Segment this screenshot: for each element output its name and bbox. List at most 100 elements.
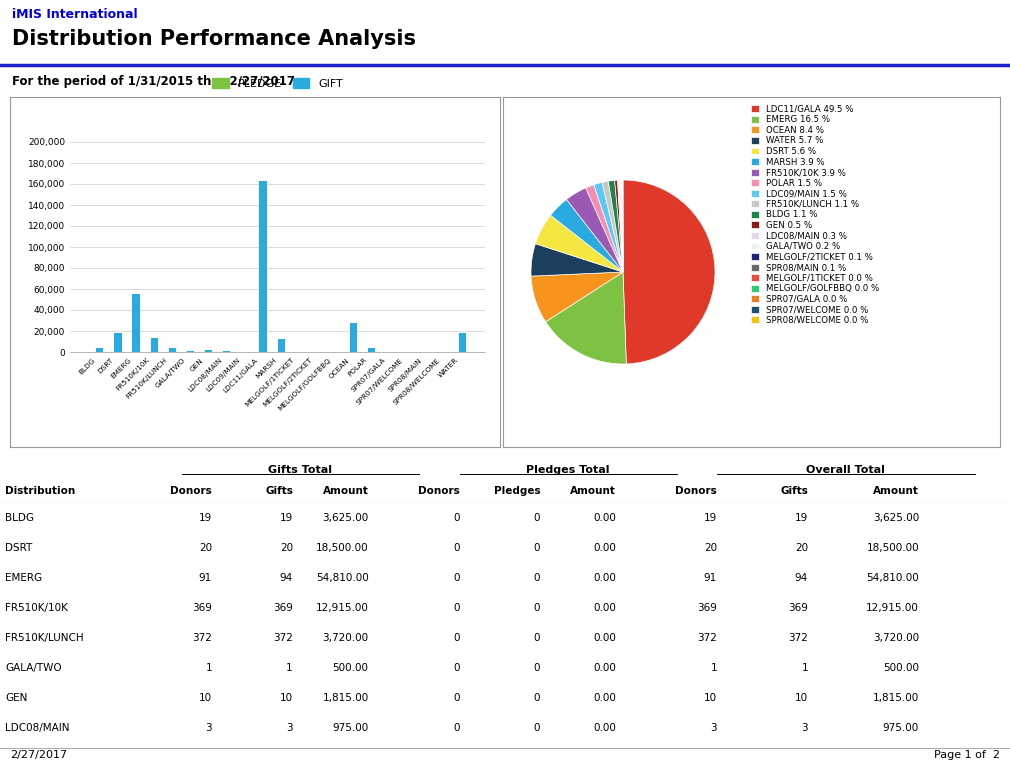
Text: Gifts: Gifts — [780, 486, 808, 496]
Text: 0: 0 — [534, 723, 540, 733]
Text: 20: 20 — [280, 543, 293, 553]
Text: 0.00: 0.00 — [593, 723, 616, 733]
Text: Amount: Amount — [571, 486, 616, 496]
Text: 91: 91 — [704, 573, 717, 583]
Text: 20: 20 — [199, 543, 212, 553]
Text: 3: 3 — [801, 723, 808, 733]
Text: iMIS International: iMIS International — [12, 8, 137, 21]
Text: 1: 1 — [205, 663, 212, 673]
Text: 91: 91 — [199, 573, 212, 583]
Text: 3: 3 — [205, 723, 212, 733]
Wedge shape — [594, 182, 623, 272]
Text: 500.00: 500.00 — [883, 663, 919, 673]
Text: Gifts: Gifts — [265, 486, 293, 496]
Text: 54,810.00: 54,810.00 — [316, 573, 369, 583]
Text: 94: 94 — [795, 573, 808, 583]
Text: 0: 0 — [453, 543, 460, 553]
Text: GEN: GEN — [5, 693, 27, 703]
Text: 0: 0 — [453, 723, 460, 733]
Text: 0: 0 — [534, 633, 540, 643]
Text: 18,500.00: 18,500.00 — [316, 543, 369, 553]
Text: 3: 3 — [710, 723, 717, 733]
Text: 0: 0 — [453, 633, 460, 643]
Text: 3,720.00: 3,720.00 — [322, 633, 369, 643]
Text: 19: 19 — [280, 513, 293, 523]
Text: Distribution Performance Analysis: Distribution Performance Analysis — [12, 29, 416, 49]
Wedge shape — [615, 180, 623, 272]
Text: 0: 0 — [453, 513, 460, 523]
Wedge shape — [620, 180, 623, 272]
Bar — [205, 350, 212, 352]
Text: 12,915.00: 12,915.00 — [867, 603, 919, 613]
Wedge shape — [602, 181, 623, 272]
Text: Amount: Amount — [874, 486, 919, 496]
Wedge shape — [550, 199, 623, 272]
Wedge shape — [608, 180, 623, 272]
Text: 94: 94 — [280, 573, 293, 583]
Wedge shape — [621, 180, 623, 272]
Text: 3,625.00: 3,625.00 — [322, 513, 369, 523]
Text: 54,810.00: 54,810.00 — [867, 573, 919, 583]
Text: 500.00: 500.00 — [332, 663, 369, 673]
Text: Donors: Donors — [171, 486, 212, 496]
Text: 369: 369 — [192, 603, 212, 613]
Bar — [150, 338, 158, 352]
Text: 0.00: 0.00 — [593, 663, 616, 673]
Text: 372: 372 — [192, 633, 212, 643]
Text: 0: 0 — [534, 693, 540, 703]
Text: 0.00: 0.00 — [593, 543, 616, 553]
Bar — [459, 333, 467, 352]
Text: 369: 369 — [273, 603, 293, 613]
Text: 3,720.00: 3,720.00 — [873, 633, 919, 643]
Text: 3,625.00: 3,625.00 — [873, 513, 919, 523]
Text: 10: 10 — [280, 693, 293, 703]
Text: 0.00: 0.00 — [593, 693, 616, 703]
Text: GALA/TWO: GALA/TWO — [5, 663, 62, 673]
Text: Distribution: Distribution — [5, 486, 76, 496]
Text: 20: 20 — [704, 543, 717, 553]
Text: 19: 19 — [704, 513, 717, 523]
Text: Pledges: Pledges — [494, 486, 540, 496]
Wedge shape — [531, 272, 623, 321]
Text: Donors: Donors — [418, 486, 460, 496]
Text: 20: 20 — [795, 543, 808, 553]
Text: 0: 0 — [534, 543, 540, 553]
Bar — [223, 351, 230, 352]
Text: 0: 0 — [534, 573, 540, 583]
Text: 0: 0 — [453, 603, 460, 613]
Text: BLDG: BLDG — [5, 513, 34, 523]
Text: 369: 369 — [697, 603, 717, 613]
Text: EMERG: EMERG — [5, 573, 42, 583]
Text: 0.00: 0.00 — [593, 573, 616, 583]
Text: For the period of 1/31/2015 thru 2/27/2017: For the period of 1/31/2015 thru 2/27/20… — [12, 75, 295, 88]
Text: 0.00: 0.00 — [593, 513, 616, 523]
Text: 1,815.00: 1,815.00 — [873, 693, 919, 703]
Text: 0: 0 — [534, 513, 540, 523]
Text: FR510K/10K: FR510K/10K — [5, 603, 68, 613]
Wedge shape — [535, 215, 623, 272]
Text: 19: 19 — [199, 513, 212, 523]
Text: 10: 10 — [704, 693, 717, 703]
Text: 0: 0 — [534, 603, 540, 613]
Text: Amount: Amount — [323, 486, 369, 496]
Text: Donors: Donors — [676, 486, 717, 496]
Text: 1: 1 — [710, 663, 717, 673]
Text: 0: 0 — [453, 573, 460, 583]
Text: 975.00: 975.00 — [332, 723, 369, 733]
Text: 10: 10 — [795, 693, 808, 703]
Text: 12,915.00: 12,915.00 — [316, 603, 369, 613]
Wedge shape — [619, 180, 623, 272]
Text: 19: 19 — [795, 513, 808, 523]
Wedge shape — [567, 188, 623, 272]
Legend: PLEDGE, GIFT: PLEDGE, GIFT — [207, 74, 347, 93]
Text: Pledges Total: Pledges Total — [526, 464, 610, 474]
Text: FR510K/LUNCH: FR510K/LUNCH — [5, 633, 84, 643]
Text: 369: 369 — [788, 603, 808, 613]
Bar — [132, 294, 139, 352]
Text: 3: 3 — [286, 723, 293, 733]
Text: 1: 1 — [801, 663, 808, 673]
Bar — [278, 339, 285, 352]
Text: 0.00: 0.00 — [593, 603, 616, 613]
Legend: LDC11/GALA 49.5 %, EMERG 16.5 %, OCEAN 8.4 %, WATER 5.7 %, DSRT 5.6 %, MARSH 3.9: LDC11/GALA 49.5 %, EMERG 16.5 %, OCEAN 8… — [750, 105, 880, 325]
Text: 372: 372 — [697, 633, 717, 643]
